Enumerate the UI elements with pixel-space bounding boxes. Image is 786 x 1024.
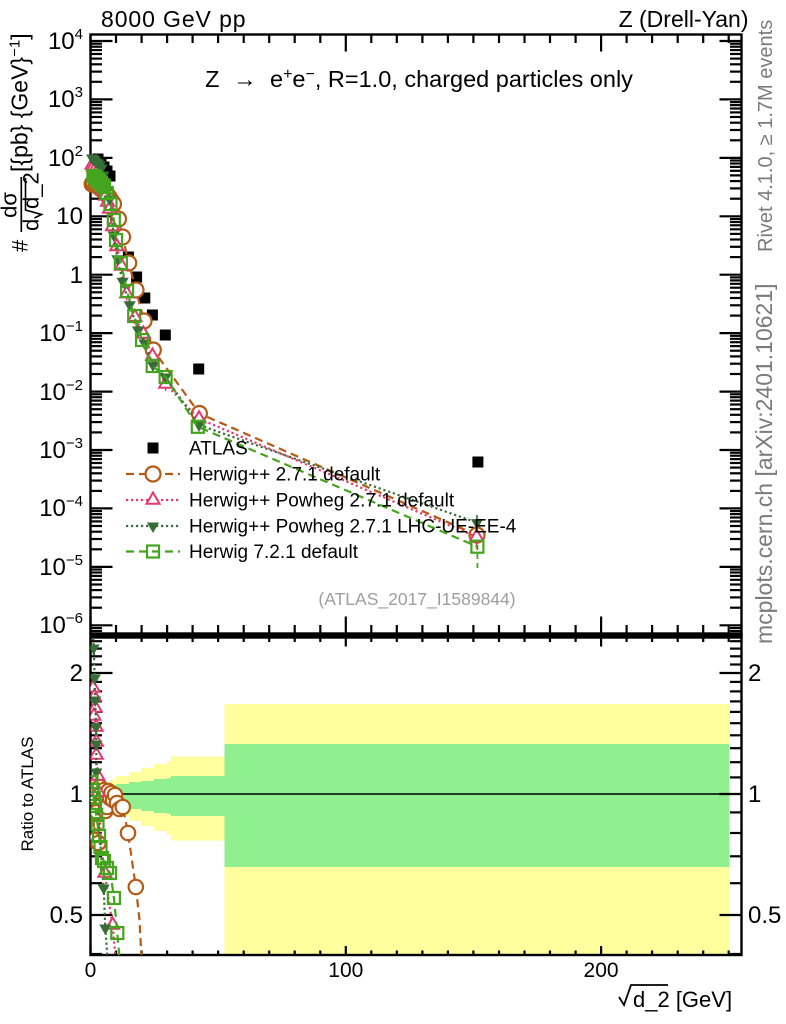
svg-text:0.5: 0.5: [748, 902, 781, 929]
svg-text:8000 GeV pp: 8000 GeV pp: [101, 6, 246, 32]
svg-text:d_2 [GeV]: d_2 [GeV]: [633, 987, 732, 1012]
svg-text:1: 1: [70, 781, 83, 808]
svg-text:Herwig++ Powheg 2.7.1 LHC-UE-E: Herwig++ Powheg 2.7.1 LHC-UE-EE-4: [189, 517, 517, 538]
svg-text:Herwig 7.2.1 default: Herwig 7.2.1 default: [189, 542, 359, 563]
svg-text:Herwig++ 2.7.1 default: Herwig++ 2.7.1 default: [189, 465, 381, 486]
svg-text:2: 2: [748, 660, 761, 687]
svg-text:d: d: [19, 219, 44, 231]
svg-text:dσ: dσ: [0, 192, 22, 218]
svg-text:Ratio to ATLAS: Ratio to ATLAS: [18, 737, 37, 852]
svg-text:0: 0: [85, 959, 97, 982]
svg-text:Z (Drell-Yan): Z (Drell-Yan): [619, 6, 749, 32]
svg-text:1: 1: [748, 781, 761, 808]
svg-text:#: #: [8, 239, 33, 252]
svg-text:[{pb} {GeV}−1]: [{pb} {GeV}−1]: [7, 33, 33, 172]
svg-text:2: 2: [70, 660, 83, 687]
svg-text:200: 200: [584, 959, 619, 982]
svg-text:Herwig++ Powheg 2.7.1 default: Herwig++ Powheg 2.7.1 default: [189, 491, 455, 512]
svg-text:Z → e+e−, R=1.0, charged parti: Z → e+e−, R=1.0, charged particles only: [205, 66, 633, 92]
svg-text:Rivet 4.1.0, ≥ 1.7M events: Rivet 4.1.0, ≥ 1.7M events: [755, 20, 777, 252]
svg-text:mcplots.cern.ch [arXiv:2401.10: mcplots.cern.ch [arXiv:2401.10621]: [751, 283, 777, 644]
svg-text:(ATLAS_2017_I1589844): (ATLAS_2017_I1589844): [318, 589, 515, 610]
svg-text:10−4: 10−4: [39, 493, 83, 522]
svg-text:0.5: 0.5: [50, 902, 83, 929]
svg-text:1: 1: [70, 262, 83, 289]
svg-text:100: 100: [328, 959, 363, 982]
svg-text:ATLAS: ATLAS: [189, 439, 248, 460]
svg-text:d_2: d_2: [19, 172, 44, 209]
svg-text:10: 10: [56, 203, 83, 230]
